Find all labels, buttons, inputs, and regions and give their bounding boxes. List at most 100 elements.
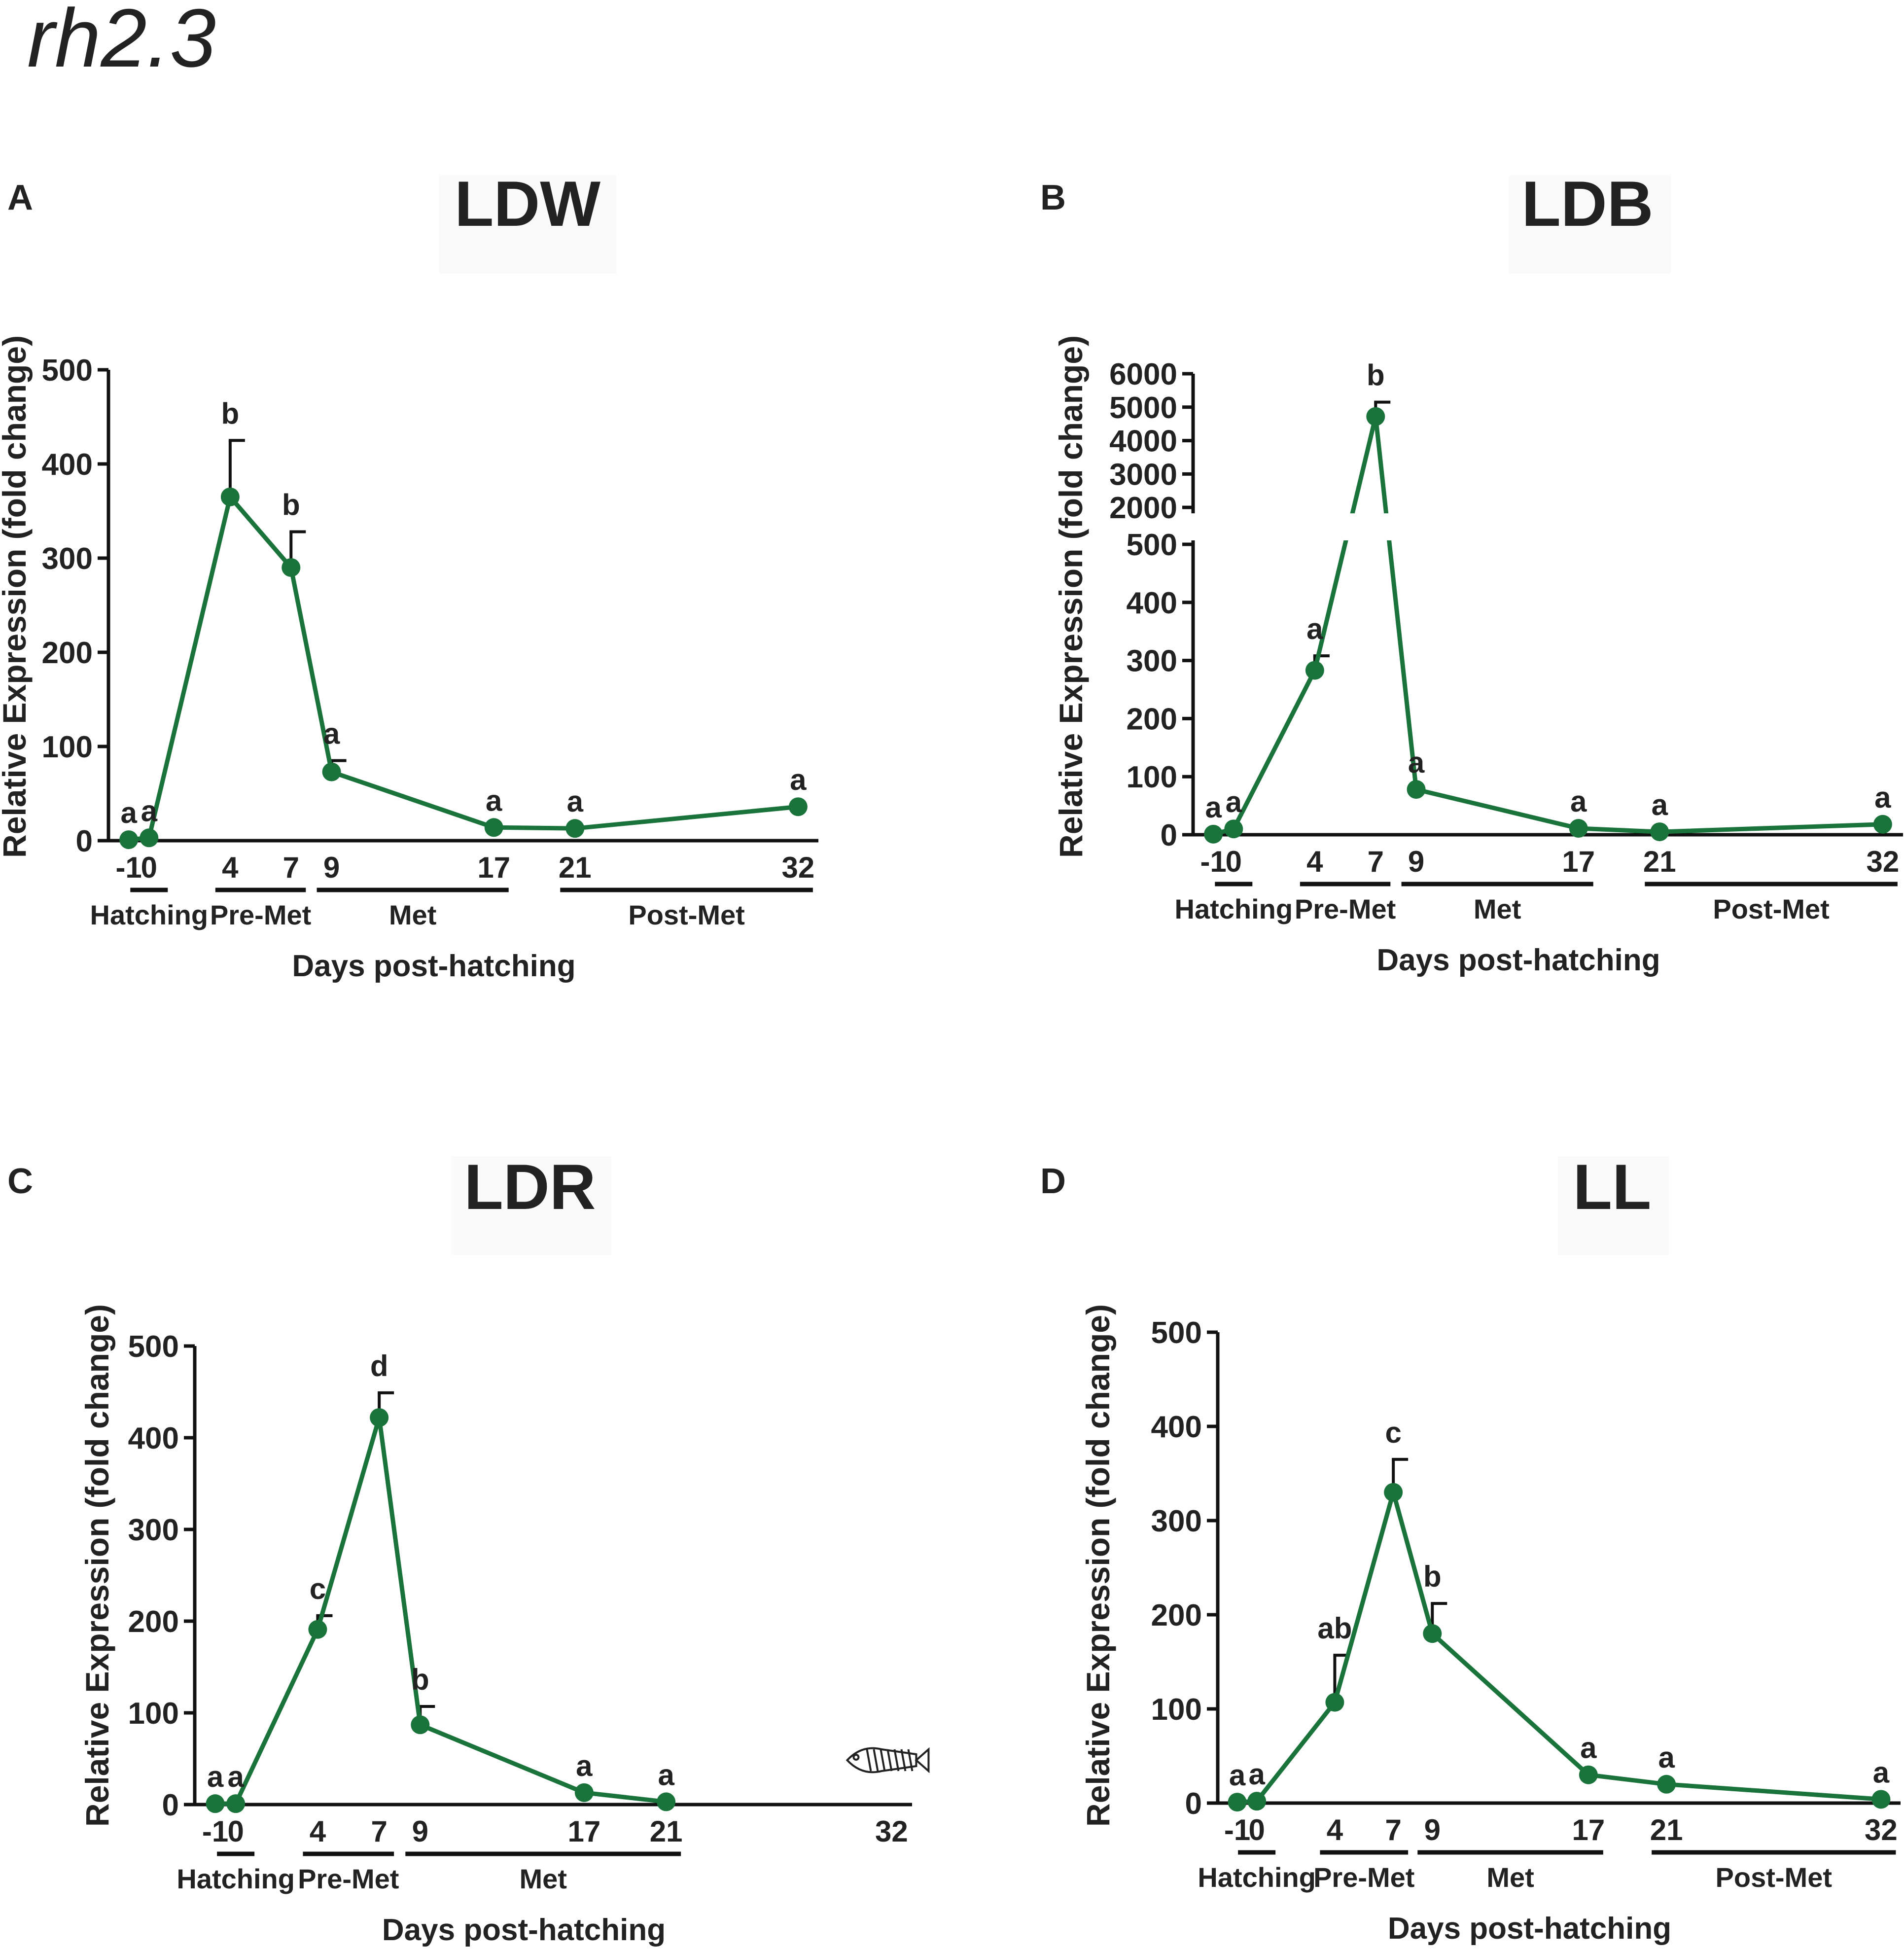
x-tick-label: 17 — [1572, 1813, 1605, 1846]
y-tick-label: 300 — [1127, 644, 1177, 678]
x-tick-label: 32 — [1866, 845, 1899, 878]
y-tick-label: 200 — [1127, 702, 1177, 736]
significance-letter: a — [227, 1760, 244, 1793]
x-tick-label: 9 — [323, 851, 340, 884]
fish-rib — [900, 1749, 907, 1772]
data-point — [282, 558, 301, 577]
x-axis-label: Days post-hatching — [382, 1913, 666, 1947]
data-point — [1423, 1624, 1442, 1643]
y-tick-label: 200 — [1151, 1598, 1202, 1632]
data-point — [1366, 407, 1385, 426]
significance-letter: d — [370, 1349, 388, 1383]
fish-skeleton-icon — [846, 1747, 930, 1774]
x-tick-label: 0 — [227, 1815, 244, 1848]
chart-title: LDW — [455, 168, 600, 240]
data-point — [1569, 819, 1588, 838]
y-tick-label: 300 — [42, 542, 93, 576]
data-point — [370, 1408, 389, 1427]
panel-letter: D — [1040, 1162, 1066, 1201]
significance-letter: a — [576, 1749, 593, 1782]
fish-rib — [873, 1749, 879, 1772]
y-tick-label: 100 — [1151, 1693, 1202, 1727]
y-tick-label: 5000 — [1109, 391, 1177, 425]
y-tick-label: 400 — [128, 1421, 179, 1455]
y-tick-label: 3000 — [1109, 458, 1177, 492]
x-tick-label: -1 — [1224, 1813, 1250, 1846]
significance-letter: a — [1658, 1741, 1675, 1774]
x-tick-label: 0 — [141, 851, 157, 884]
panel-b: B LDB 0 100 200 300 400 50020003000400050006000… — [1040, 168, 1904, 977]
significance-letter: a — [1874, 781, 1891, 814]
y-axis-label: Relative Expression (fold change) — [0, 335, 33, 858]
significance-letter: a — [1229, 1759, 1246, 1792]
y-tick-label: 500 — [42, 354, 93, 388]
data-point — [574, 1783, 594, 1802]
stage-label: Post-Met — [1716, 1862, 1832, 1893]
data-point — [1873, 815, 1892, 834]
x-tick-label: 21 — [1650, 1813, 1683, 1846]
y-tick-label: 500 — [1151, 1316, 1202, 1350]
fish-rib — [886, 1749, 893, 1772]
panel-letter: C — [7, 1162, 33, 1201]
x-tick-label: -1 — [1200, 845, 1226, 878]
y-tick-label: 400 — [42, 448, 93, 482]
significance-letter: a — [1873, 1756, 1890, 1789]
data-point — [308, 1620, 327, 1639]
y-tick-label: 0 — [1161, 818, 1177, 852]
data-point — [1407, 780, 1426, 799]
stage-label: Met — [1474, 893, 1521, 924]
data-point — [788, 797, 808, 816]
title-box — [451, 1156, 611, 1255]
series-line — [215, 1415, 667, 1806]
y-tick-label: 500 — [128, 1330, 179, 1364]
x-tick-label: -1 — [115, 851, 141, 884]
x-tick-label: 17 — [477, 851, 510, 884]
data-point — [484, 818, 503, 837]
x-tick-label: 4 — [1306, 845, 1323, 878]
significance-letter: a — [1226, 785, 1242, 818]
significance-letter: b — [221, 397, 240, 430]
fish-rib — [880, 1749, 886, 1772]
fish-tail — [915, 1747, 930, 1774]
y-tick-label: 0 — [1185, 1787, 1202, 1821]
data-point — [322, 762, 341, 781]
y-tick-label: 100 — [128, 1697, 179, 1731]
data-point — [1228, 1793, 1247, 1812]
significance-letter: a — [1205, 791, 1222, 824]
series-line — [128, 495, 799, 842]
stage-label: Hatching — [176, 1863, 295, 1894]
data-point — [1384, 1483, 1403, 1502]
data-point — [1204, 824, 1223, 844]
panel-letter: A — [7, 178, 33, 217]
significance-letter: b — [1367, 359, 1385, 392]
x-tick-label: 21 — [650, 1815, 683, 1848]
x-tick-label: 4 — [222, 851, 239, 884]
data-point — [1579, 1765, 1598, 1784]
x-tick-label: 7 — [1385, 1813, 1401, 1846]
stage-label: Pre-Met — [210, 899, 311, 930]
x-tick-label: 17 — [1562, 845, 1595, 878]
x-tick-label: 7 — [1368, 845, 1384, 878]
chart-title: LL — [1573, 1151, 1652, 1223]
x-axis-label: Days post-hatching — [292, 949, 575, 983]
y-tick-label: 100 — [42, 730, 93, 764]
data-point — [140, 828, 159, 848]
x-tick-label: -1 — [202, 1815, 228, 1848]
significance-letter: a — [120, 796, 137, 829]
y-tick-label: 0 — [76, 824, 93, 858]
axis-break-gap — [1197, 513, 1904, 540]
significance-letter: b — [411, 1663, 429, 1696]
significance-letter: b — [282, 489, 300, 522]
x-tick-label: 0 — [1248, 1813, 1265, 1846]
stage-label: Pre-Met — [1295, 893, 1396, 924]
data-point — [1871, 1790, 1891, 1809]
significance-letter: a — [567, 785, 584, 818]
y-tick-label: 400 — [1127, 586, 1177, 620]
data-point — [1247, 1792, 1267, 1811]
panel-c: C LDR 0 100 200 300 400 500 Relative Expression … — [7, 1151, 930, 1947]
significance-letter: a — [658, 1758, 674, 1791]
fish-rib — [866, 1749, 872, 1772]
x-tick-label: 7 — [283, 851, 299, 884]
y-tick-label: 6000 — [1109, 357, 1177, 391]
